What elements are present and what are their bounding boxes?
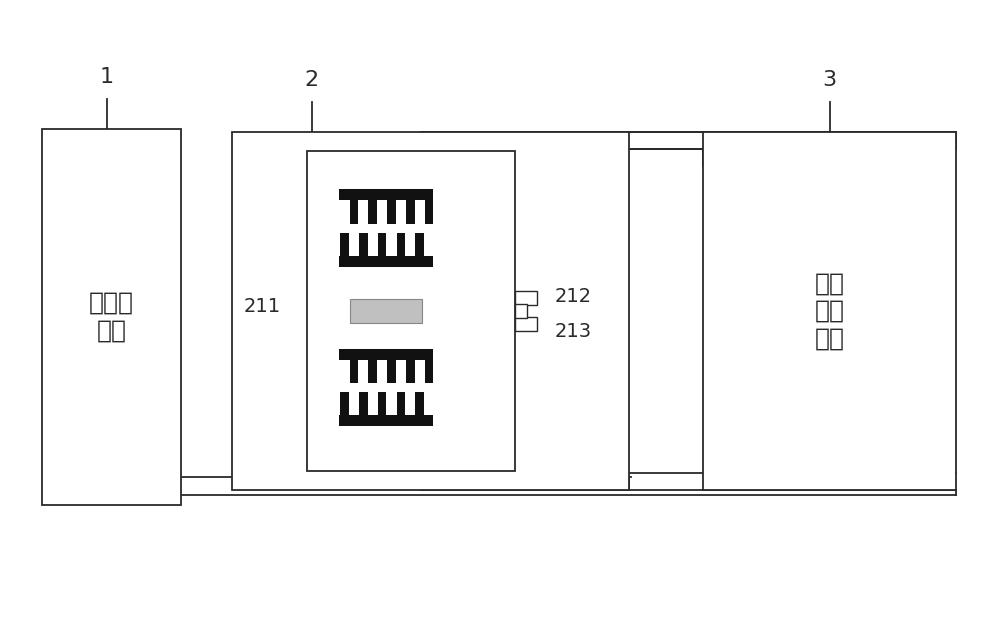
Bar [307, 151, 515, 471]
Text: 驱动
检测
电路: 驱动 检测 电路 [815, 271, 845, 351]
Bar [340, 233, 349, 256]
Bar [378, 233, 386, 256]
Bar [703, 132, 956, 490]
Bar [339, 415, 433, 426]
Text: 212: 212 [555, 287, 592, 305]
Bar [415, 392, 424, 415]
Bar [359, 392, 368, 415]
Bar [340, 392, 349, 415]
Text: 211: 211 [244, 297, 281, 315]
Text: 3: 3 [822, 70, 837, 90]
Bar [425, 200, 433, 223]
Text: 1: 1 [99, 67, 114, 87]
Bar [368, 360, 377, 383]
Bar [406, 200, 415, 223]
Bar [350, 299, 422, 323]
Bar [387, 200, 396, 223]
Bar [406, 360, 415, 383]
Bar [350, 200, 358, 223]
Bar [397, 392, 405, 415]
Bar [378, 392, 386, 415]
Bar [515, 291, 537, 305]
Bar [515, 317, 537, 331]
Bar [387, 360, 396, 383]
Bar [415, 233, 424, 256]
Bar [339, 349, 433, 360]
Bar [232, 132, 629, 490]
Bar [42, 129, 181, 505]
Bar [359, 233, 368, 256]
Bar [339, 256, 433, 267]
Bar [425, 360, 433, 383]
Bar [515, 304, 527, 318]
Text: 2: 2 [305, 70, 319, 90]
Bar [339, 189, 433, 200]
Text: 温控子
系统: 温控子 系统 [89, 291, 134, 343]
Bar [397, 233, 405, 256]
Bar [350, 360, 358, 383]
Text: 213: 213 [555, 322, 592, 341]
Bar [368, 200, 377, 223]
